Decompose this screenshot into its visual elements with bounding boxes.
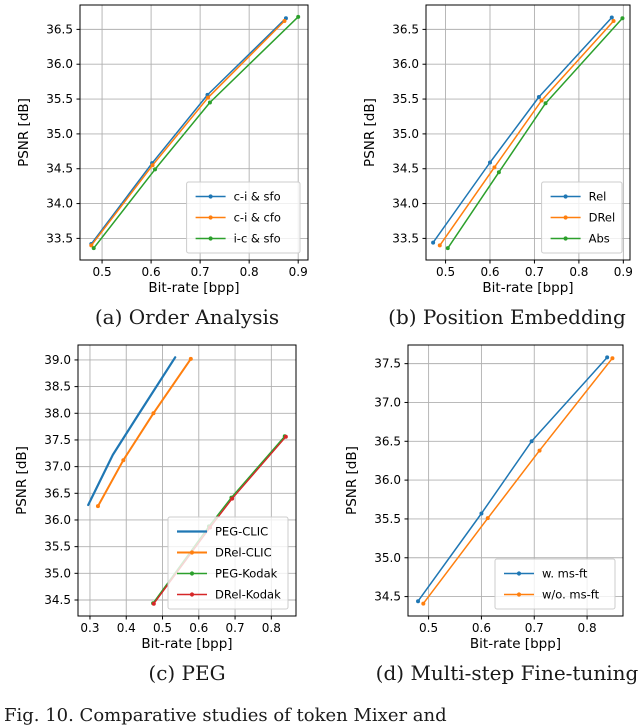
- svg-text:0.8: 0.8: [569, 265, 588, 279]
- svg-text:33.5: 33.5: [392, 231, 419, 245]
- svg-text:34.5: 34.5: [374, 590, 401, 604]
- subplot-a: 0.5 0.6 0.7 0.8 0.9 33.5 34.0 34.5 35.0 35.5 36.0 3…: [0, 0, 320, 330]
- svg-text:35.5: 35.5: [374, 512, 401, 526]
- svg-text:38.5: 38.5: [44, 380, 71, 394]
- svg-text:34.5: 34.5: [44, 593, 71, 607]
- svg-text:35.0: 35.0: [44, 566, 71, 580]
- svg-text:0.4: 0.4: [117, 621, 136, 635]
- svg-text:36.0: 36.0: [44, 513, 71, 527]
- svg-text:0.6: 0.6: [142, 265, 161, 279]
- svg-text:36.0: 36.0: [46, 57, 73, 71]
- svg-text:Bit-rate [bpp]: Bit-rate [bpp]: [148, 280, 239, 296]
- svg-text:0.6: 0.6: [472, 621, 491, 635]
- svg-text:35.0: 35.0: [46, 127, 73, 141]
- svg-text:0.5: 0.5: [436, 265, 455, 279]
- svg-text:PEG-Kodak: PEG-Kodak: [215, 567, 278, 581]
- svg-text:37.0: 37.0: [374, 395, 401, 409]
- svg-text:0.8: 0.8: [578, 621, 597, 635]
- figure-row-top: 0.5 0.6 0.7 0.8 0.9 33.5 34.0 34.5 35.0 35.5 36.0 3…: [0, 0, 640, 330]
- svg-text:0.7: 0.7: [525, 265, 544, 279]
- svg-text:PEG-CLIC: PEG-CLIC: [215, 525, 268, 539]
- chart-d-multistep-finetuning: 0.5 0.6 0.7 0.8 34.5 35.0 35.5 36.0 36.5 37.0 37.5…: [344, 344, 624, 652]
- svg-text:35.0: 35.0: [392, 127, 419, 141]
- subplot-b: 0.5 0.6 0.7 0.8 0.9 33.5 34.0 34.5 35.0 35.5 36.0 3…: [320, 0, 640, 330]
- chart-b-position-embedding: 0.5 0.6 0.7 0.8 0.9 33.5 34.0 34.5 35.0 35.5 36.0 3…: [362, 4, 633, 296]
- svg-text:Bit-rate [bpp]: Bit-rate [bpp]: [482, 280, 573, 296]
- svg-text:36.5: 36.5: [374, 434, 401, 448]
- svg-text:0.7: 0.7: [525, 621, 544, 635]
- svg-text:37.5: 37.5: [44, 433, 71, 447]
- svg-text:c-i & sfo: c-i & sfo: [234, 190, 281, 204]
- subcaption-d: (d) Multi-step Fine-tuning: [375, 661, 639, 685]
- svg-text:36.0: 36.0: [392, 57, 419, 71]
- svg-text:0.6: 0.6: [480, 265, 499, 279]
- svg-text:34.0: 34.0: [392, 197, 419, 211]
- svg-text:39.0: 39.0: [44, 353, 71, 367]
- svg-text:37.5: 37.5: [374, 357, 401, 371]
- svg-text:0.8: 0.8: [262, 621, 281, 635]
- svg-text:36.0: 36.0: [374, 473, 401, 487]
- svg-text:DRel-CLIC: DRel-CLIC: [215, 546, 272, 560]
- svg-text:0.5: 0.5: [153, 621, 172, 635]
- svg-text:34.5: 34.5: [392, 162, 419, 176]
- subcaption-a: (a) Order Analysis: [94, 305, 280, 329]
- svg-text:0.8: 0.8: [240, 265, 259, 279]
- chart-c-peg: 0.3 0.4 0.5 0.6 0.7 0.8 34.5 35.0 35.5 36.0 36.5 37…: [14, 344, 297, 652]
- subcaption-c: (c) PEG: [148, 661, 226, 685]
- svg-text:0.6: 0.6: [189, 621, 208, 635]
- subplot-c: 0.3 0.4 0.5 0.6 0.7 0.8 34.5 35.0 35.5 36.0 36.5 37…: [0, 340, 320, 686]
- figure-row-bottom: 0.3 0.4 0.5 0.6 0.7 0.8 34.5 35.0 35.5 36.0 36.5 37…: [0, 340, 640, 686]
- svg-text:Bit-rate [bpp]: Bit-rate [bpp]: [470, 636, 561, 652]
- svg-text:PSNR [dB]: PSNR [dB]: [16, 98, 32, 167]
- svg-text:36.5: 36.5: [46, 22, 73, 36]
- svg-text:36.5: 36.5: [392, 22, 419, 36]
- svg-text:PSNR [dB]: PSNR [dB]: [362, 98, 378, 167]
- svg-text:36.5: 36.5: [44, 486, 71, 500]
- svg-text:Abs: Abs: [589, 232, 610, 246]
- svg-text:0.5: 0.5: [93, 265, 112, 279]
- subcaption-b: (b) Position Embedding: [388, 305, 626, 329]
- svg-text:0.5: 0.5: [419, 621, 438, 635]
- svg-text:33.5: 33.5: [46, 231, 73, 245]
- svg-text:0.9: 0.9: [289, 265, 308, 279]
- svg-text:34.5: 34.5: [46, 162, 73, 176]
- svg-text:Rel: Rel: [589, 190, 607, 204]
- svg-text:i-c & sfo: i-c & sfo: [234, 232, 281, 246]
- svg-text:34.0: 34.0: [46, 197, 73, 211]
- svg-text:35.5: 35.5: [392, 92, 419, 106]
- svg-text:38.0: 38.0: [44, 406, 71, 420]
- svg-text:w/o. ms-ft: w/o. ms-ft: [542, 588, 600, 602]
- svg-text:0.3: 0.3: [80, 621, 99, 635]
- svg-text:35.5: 35.5: [44, 540, 71, 554]
- svg-text:0.7: 0.7: [191, 265, 210, 279]
- subplot-d: 0.5 0.6 0.7 0.8 34.5 35.0 35.5 36.0 36.5 37.0 37.5…: [320, 340, 640, 686]
- svg-text:0.9: 0.9: [614, 265, 633, 279]
- figure-caption: Fig. 10. Comparative studies of token Mi…: [4, 705, 447, 726]
- svg-text:w. ms-ft: w. ms-ft: [542, 567, 588, 581]
- svg-text:DRel: DRel: [589, 211, 616, 225]
- svg-text:Bit-rate [bpp]: Bit-rate [bpp]: [141, 636, 232, 652]
- svg-text:PSNR [dB]: PSNR [dB]: [344, 446, 360, 515]
- svg-text:PSNR [dB]: PSNR [dB]: [14, 446, 30, 515]
- svg-text:0.7: 0.7: [226, 621, 245, 635]
- svg-text:c-i & cfo: c-i & cfo: [234, 211, 281, 225]
- svg-text:35.5: 35.5: [46, 92, 73, 106]
- chart-a-order-analysis: 0.5 0.6 0.7 0.8 0.9 33.5 34.0 34.5 35.0 35.5 36.0 3…: [16, 4, 309, 296]
- svg-text:DRel-Kodak: DRel-Kodak: [215, 588, 281, 602]
- svg-text:37.0: 37.0: [44, 460, 71, 474]
- svg-text:35.0: 35.0: [374, 551, 401, 565]
